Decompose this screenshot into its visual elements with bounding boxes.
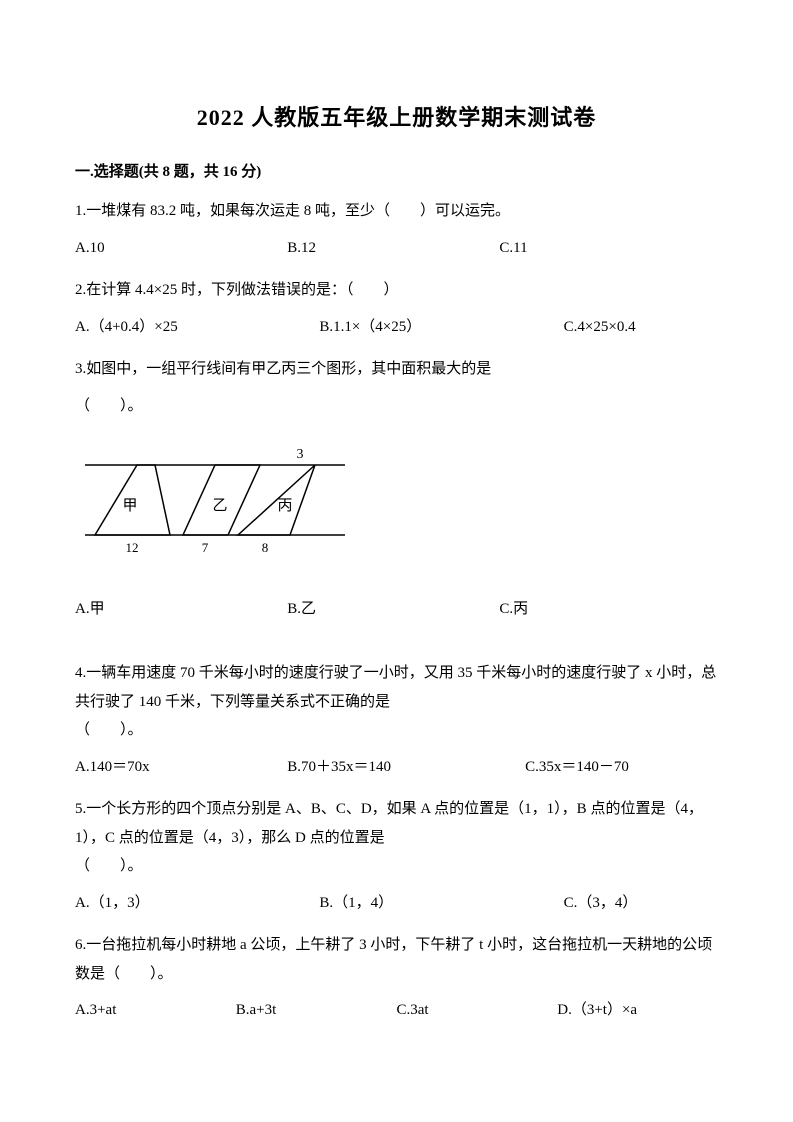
q4-text1: 4.一辆车用速度 70 千米每小时的速度行驶了一小时，又用 35 千米每小时的速… — [75, 659, 718, 716]
q4-options: A.140＝70x B.70＋35x＝140 C.35x＝140－70 — [75, 753, 718, 782]
page-title: 2022 人教版五年级上册数学期末测试卷 — [75, 100, 718, 132]
q5-option-c: C.（3，4） — [564, 889, 718, 918]
q4-option-a: A.140＝70x — [75, 753, 287, 782]
q1-option-c: C.11 — [499, 234, 711, 263]
q2-option-a: A.（4+0.4）×25 — [75, 313, 319, 342]
q2-text: 2.在计算 4.4×25 时，下列做法错误的是：（ ） — [75, 276, 718, 305]
q3-option-b: B.乙 — [287, 595, 499, 624]
q4-option-b: B.70＋35x＝140 — [287, 753, 525, 782]
q3-figure: 3 甲 乙 丙 12 7 8 — [75, 440, 718, 571]
q6-text: 6.一台拖拉机每小时耕地 a 公顷，上午耕了 3 小时，下午耕了 t 小时，这台… — [75, 931, 718, 988]
fig-label-3: 丙 — [277, 498, 292, 514]
q1-options: A.10 B.12 C.11 — [75, 234, 718, 263]
section-header: 一.选择题(共 8 题，共 16 分) — [75, 160, 718, 181]
q4-text2: （ ）。 — [75, 716, 718, 745]
q3-option-c: C.丙 — [499, 595, 711, 624]
q5-options: A.（1，3） B.（1，4） C.（3，4） — [75, 889, 718, 918]
q5-option-b: B.（1，4） — [319, 889, 563, 918]
question-3: 3.如图中，一组平行线间有甲乙丙三个图形，其中面积最大的是 （ ）。 3 甲 乙… — [75, 355, 718, 623]
question-2: 2.在计算 4.4×25 时，下列做法错误的是：（ ） A.（4+0.4）×25… — [75, 276, 718, 341]
question-5: 5.一个长方形的四个顶点分别是 A、B、C、D，如果 A 点的位置是（1，1），… — [75, 795, 718, 917]
q1-text: 1.一堆煤有 83.2 吨，如果每次运走 8 吨，至少（ ）可以运完。 — [75, 197, 718, 226]
fig-top-label: 3 — [297, 447, 304, 462]
fig-bottom-2: 7 — [202, 540, 209, 555]
fig-label-2: 乙 — [212, 498, 227, 514]
fig-label-1: 甲 — [122, 498, 137, 514]
q2-option-b: B.1.1×（4×25） — [319, 313, 563, 342]
q1-option-a: A.10 — [75, 234, 287, 263]
q3-text1: 3.如图中，一组平行线间有甲乙丙三个图形，其中面积最大的是 — [75, 355, 718, 384]
q5-option-a: A.（1，3） — [75, 889, 319, 918]
q6-options: A.3+at B.a+3t C.3at D.（3+t）×a — [75, 996, 718, 1025]
q2-options: A.（4+0.4）×25 B.1.1×（4×25） C.4×25×0.4 — [75, 313, 718, 342]
q3-text2: （ ）。 — [75, 392, 718, 421]
q4-option-c: C.35x＝140－70 — [525, 753, 718, 782]
parallel-lines-diagram: 3 甲 乙 丙 12 7 8 — [75, 440, 355, 560]
fig-bottom-3: 8 — [262, 540, 269, 555]
q6-option-d: D.（3+t）×a — [557, 996, 718, 1025]
q3-options: A.甲 B.乙 C.丙 — [75, 595, 718, 624]
q3-option-a: A.甲 — [75, 595, 287, 624]
question-4: 4.一辆车用速度 70 千米每小时的速度行驶了一小时，又用 35 千米每小时的速… — [75, 659, 718, 781]
question-1: 1.一堆煤有 83.2 吨，如果每次运走 8 吨，至少（ ）可以运完。 A.10… — [75, 197, 718, 262]
q5-text2: （ ）。 — [75, 852, 718, 881]
q5-text1: 5.一个长方形的四个顶点分别是 A、B、C、D，如果 A 点的位置是（1，1），… — [75, 795, 718, 852]
q6-option-a: A.3+at — [75, 996, 236, 1025]
question-6: 6.一台拖拉机每小时耕地 a 公顷，上午耕了 3 小时，下午耕了 t 小时，这台… — [75, 931, 718, 1025]
q6-option-c: C.3at — [397, 996, 558, 1025]
q1-option-b: B.12 — [287, 234, 499, 263]
fig-bottom-1: 12 — [126, 540, 139, 555]
q6-option-b: B.a+3t — [236, 996, 397, 1025]
q2-option-c: C.4×25×0.4 — [564, 313, 718, 342]
